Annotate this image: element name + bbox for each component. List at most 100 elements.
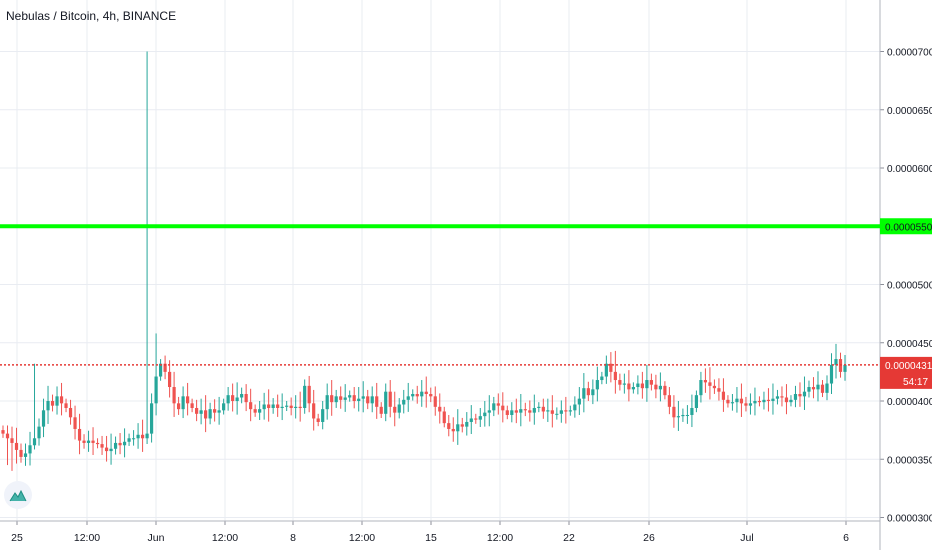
candle-body bbox=[690, 407, 694, 415]
candle-body bbox=[357, 398, 361, 401]
candle-body bbox=[321, 409, 325, 422]
candle-body bbox=[528, 410, 532, 413]
candle-body bbox=[550, 410, 554, 414]
time-tick-label: Jul bbox=[740, 532, 753, 544]
candle-body bbox=[41, 410, 46, 427]
candle-body bbox=[523, 409, 527, 411]
candle-body bbox=[195, 407, 199, 414]
candle-body bbox=[50, 401, 55, 406]
candle-body bbox=[501, 405, 505, 411]
price-tick-label: 0.0000700 bbox=[887, 48, 932, 59]
candle-body bbox=[739, 398, 744, 404]
resistance-label: 0.0000550 bbox=[885, 222, 932, 233]
candle-body bbox=[631, 387, 635, 390]
candle-body bbox=[172, 387, 176, 404]
candle-body bbox=[541, 406, 545, 412]
candle-body bbox=[208, 409, 212, 419]
candle-body bbox=[325, 395, 329, 410]
candle-body bbox=[811, 387, 816, 390]
candle-body bbox=[600, 376, 604, 381]
candle-body bbox=[712, 385, 717, 389]
candle-body bbox=[546, 410, 550, 412]
candle-body bbox=[46, 401, 50, 411]
candle-body bbox=[163, 363, 167, 372]
candle-body bbox=[199, 410, 203, 414]
candle-body bbox=[645, 380, 649, 389]
candle-body bbox=[663, 385, 667, 396]
candle-body bbox=[334, 396, 338, 403]
candle-body bbox=[59, 396, 64, 404]
grid-lines bbox=[0, 0, 880, 521]
candle-body bbox=[816, 384, 820, 390]
price-axis[interactable]: 0.0000700 0.0000650 0.0000600 0.0000550 0.00… bbox=[879, 0, 932, 550]
time-tick-label: 25 bbox=[11, 532, 23, 544]
candle-body bbox=[775, 396, 780, 399]
candle-body bbox=[330, 395, 334, 403]
candle-body bbox=[685, 414, 690, 416]
candle-body bbox=[537, 406, 541, 408]
candle-body bbox=[676, 416, 681, 418]
candle-body bbox=[370, 396, 374, 404]
time-axis[interactable]: 25 12:00 Jun 12:00 8 12:00 15 12:00 22 26 Jul 6 bbox=[0, 520, 880, 544]
price-tick-label: 0.0000400 bbox=[887, 397, 932, 408]
candle-body bbox=[492, 403, 496, 411]
candle-body bbox=[456, 424, 460, 432]
candle-body bbox=[235, 397, 239, 401]
candle-body bbox=[127, 438, 131, 442]
candle-body bbox=[658, 385, 662, 390]
candle-body bbox=[784, 397, 789, 403]
candle-body bbox=[483, 412, 487, 417]
candle-body bbox=[158, 363, 163, 377]
candle-body bbox=[5, 433, 10, 439]
time-tick-label: 12:00 bbox=[212, 532, 238, 544]
time-tick-label: 15 bbox=[425, 532, 437, 544]
candle-body bbox=[573, 404, 577, 411]
candle-body bbox=[807, 387, 811, 392]
candle-body bbox=[834, 359, 838, 365]
candle-body bbox=[312, 403, 316, 419]
candle-body bbox=[1, 430, 5, 434]
candle-body bbox=[825, 383, 829, 393]
candle-body bbox=[505, 410, 509, 415]
candle-body bbox=[379, 406, 383, 414]
candle-body bbox=[397, 404, 401, 413]
tradingview-logo-icon[interactable] bbox=[4, 481, 32, 509]
price-tick-label: 0.0000600 bbox=[887, 164, 932, 175]
time-tick-label: 12:00 bbox=[487, 532, 513, 544]
candle-body bbox=[793, 394, 798, 400]
candle-body bbox=[352, 395, 356, 401]
candle-body bbox=[487, 410, 491, 413]
time-tick-label: 6 bbox=[843, 532, 849, 544]
price-tick-label: 0.0000300 bbox=[887, 514, 932, 525]
candle-body bbox=[708, 382, 712, 386]
candle-body bbox=[19, 449, 23, 457]
bar-countdown-label: 54:17 bbox=[903, 377, 928, 388]
candle-body bbox=[32, 438, 37, 446]
candle-body bbox=[798, 394, 802, 397]
candle-body bbox=[766, 399, 771, 401]
candle-body bbox=[672, 406, 676, 418]
candle-body bbox=[177, 403, 181, 410]
candle-body bbox=[55, 396, 59, 406]
candle-body bbox=[222, 403, 226, 411]
candle-body bbox=[649, 380, 653, 385]
price-tick-label: 0.0000650 bbox=[887, 106, 932, 117]
price-tick-label: 0.0000450 bbox=[887, 339, 932, 350]
candle-body bbox=[406, 396, 410, 400]
candle-body bbox=[267, 404, 271, 408]
candle-body bbox=[667, 395, 671, 407]
candle-body bbox=[699, 380, 703, 396]
candle-body bbox=[577, 398, 581, 405]
candle-body bbox=[361, 396, 365, 399]
candle-body bbox=[100, 444, 104, 448]
candle-body bbox=[735, 398, 739, 403]
candle-body bbox=[68, 407, 73, 418]
candle-body bbox=[231, 395, 235, 401]
candle-body bbox=[167, 371, 172, 388]
last-price-label: 0.0000431 bbox=[885, 361, 932, 372]
candle-body bbox=[140, 434, 145, 439]
candle-body bbox=[442, 411, 446, 424]
candle-body bbox=[149, 403, 154, 434]
